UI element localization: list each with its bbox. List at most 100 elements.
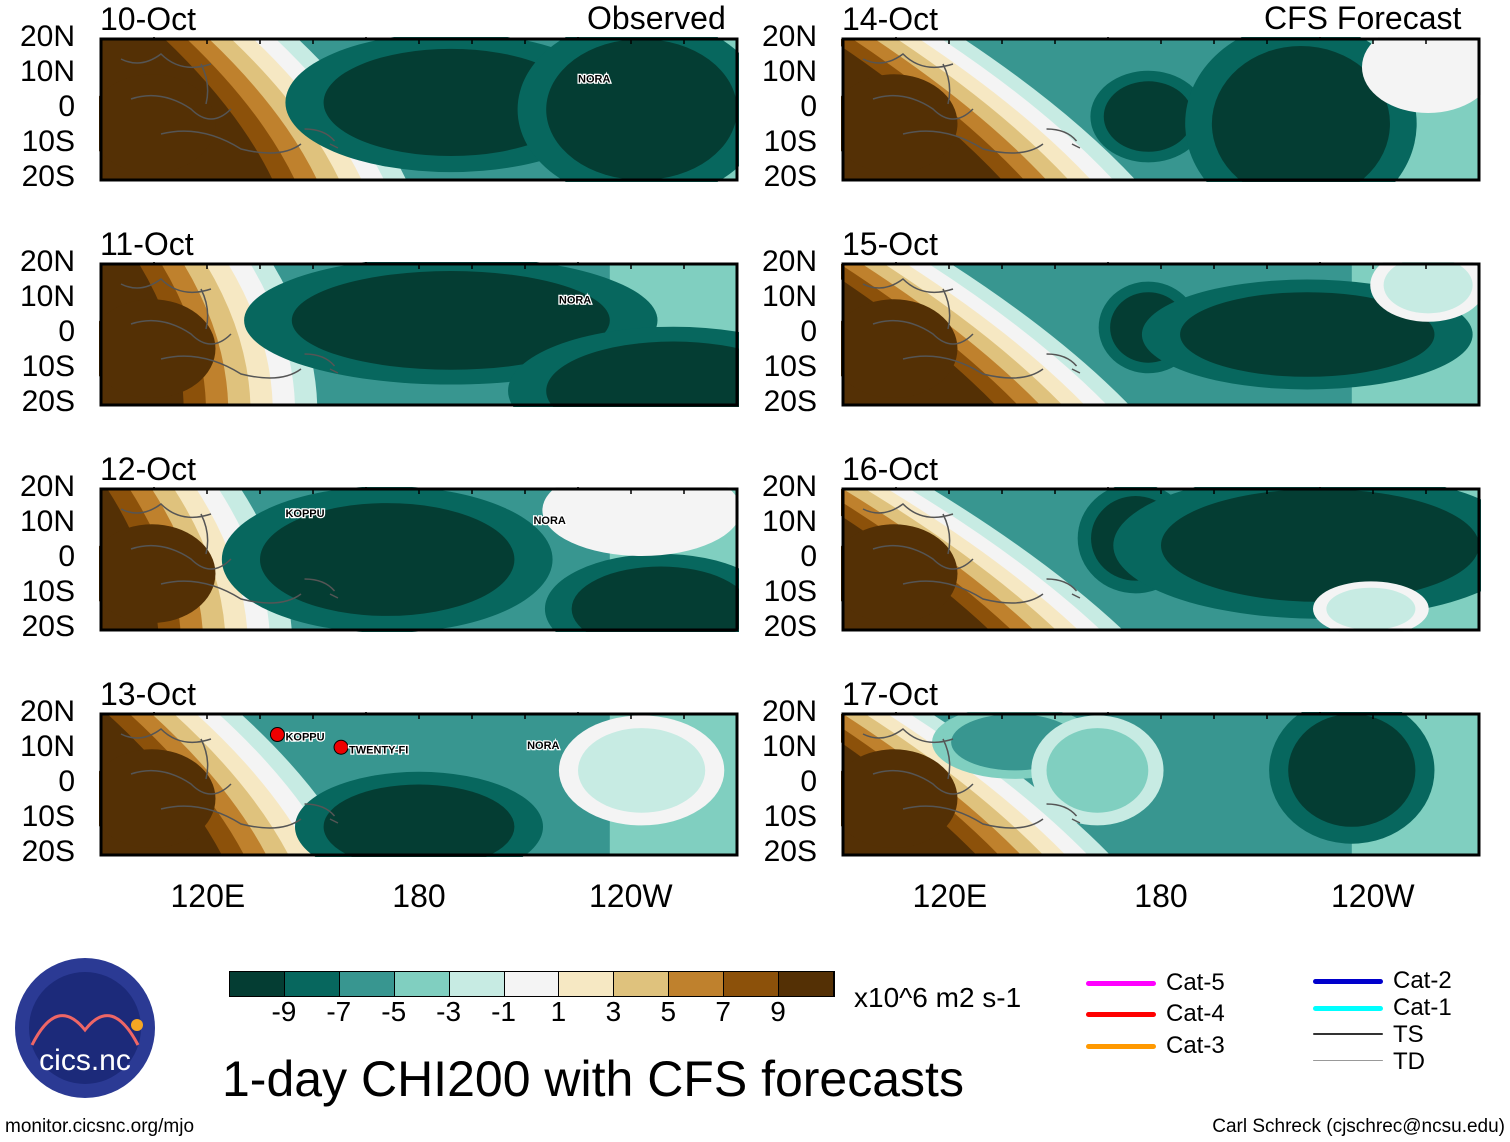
storm-legend-line <box>1086 981 1156 986</box>
colorbar-label: -9 <box>271 996 297 1027</box>
contour-blob <box>1288 714 1416 827</box>
colorbar-label: -1 <box>491 996 516 1027</box>
lat-label: 0 <box>800 315 817 348</box>
storm-legend-label: Cat-1 <box>1393 994 1452 1021</box>
lon-label: 180 <box>392 878 446 914</box>
storm-legend-line <box>1313 1033 1383 1035</box>
colorbar-label: 5 <box>660 996 677 1027</box>
lat-label: 20N <box>761 245 817 278</box>
contour-blob <box>571 566 739 632</box>
coastline <box>120 278 339 379</box>
storm-legend-label: Cat-4 <box>1166 1000 1225 1027</box>
lat-label: 20N <box>19 695 75 728</box>
panel-date: 17-Oct <box>842 676 939 712</box>
lat-label: 10N <box>761 280 817 313</box>
colorbar-label: -5 <box>381 996 407 1027</box>
contour-blob <box>1383 262 1473 314</box>
contour-blob <box>546 39 737 180</box>
colorbar-label: 9 <box>770 996 786 1027</box>
storm-label: KOPPU <box>285 508 324 520</box>
lat-label: 10S <box>21 800 75 833</box>
lon-label: 120W <box>1330 878 1415 914</box>
contour-blob <box>1377 37 1479 103</box>
contour-blob <box>1161 489 1479 602</box>
footer-credit: Carl Schreck (cjschrec@ncsu.edu) <box>1212 1116 1505 1137</box>
colorbar-swatch <box>669 972 725 996</box>
lat-label: 10N <box>19 280 75 313</box>
colorbar-label: -3 <box>436 996 462 1027</box>
storm-legend-line <box>1086 1012 1156 1017</box>
lat-label: 0 <box>58 315 75 348</box>
contour-blob <box>1211 46 1390 182</box>
contour-blob <box>546 341 739 407</box>
lat-label: 20S <box>21 385 75 418</box>
colorbar-swatch <box>449 972 505 996</box>
coastline <box>862 503 1081 604</box>
coastline <box>120 53 339 154</box>
storm-legend-label: TD <box>1393 1048 1425 1075</box>
panel-date: 11-Oct <box>100 226 194 262</box>
coastline <box>120 503 339 604</box>
lat-label: 20N <box>19 470 75 503</box>
lat-label: 10S <box>763 575 817 608</box>
lat-label: 20S <box>763 160 817 193</box>
storm-legend-label: Cat-2 <box>1393 967 1452 994</box>
colorbar-label: 7 <box>715 996 731 1027</box>
contour-band <box>841 524 958 623</box>
lat-label: 20S <box>763 610 817 643</box>
panel-date: 10-Oct <box>100 1 197 37</box>
contour-blob <box>323 48 578 157</box>
lat-label: 0 <box>58 540 75 573</box>
contour-band <box>841 74 958 173</box>
lat-label: 10S <box>763 350 817 383</box>
figure-title: 1-day CHI200 with CFS forecasts <box>222 1051 964 1107</box>
footer-url[interactable]: monitor.cicsnc.org/mjo <box>5 1116 195 1137</box>
colorbar-swatch <box>614 972 670 996</box>
lat-label: 10N <box>761 55 817 88</box>
contour-blob <box>260 503 515 616</box>
contour-blob <box>291 271 610 370</box>
contour-band <box>99 524 216 623</box>
colorbar-label: 3 <box>605 996 622 1027</box>
lat-label: 0 <box>58 765 75 798</box>
storm-label: NORA <box>559 294 591 306</box>
colorbar-swatch <box>339 972 395 996</box>
storm-legend-line <box>1313 979 1383 984</box>
map-panel-14-Oct <box>841 37 1481 182</box>
lat-label: 20S <box>21 835 75 868</box>
contour-band <box>99 74 216 173</box>
contour-blob <box>1046 728 1149 813</box>
lon-label: 120E <box>170 878 246 914</box>
storm-label: NORA <box>527 740 559 752</box>
logo-text: cics.nc <box>39 1044 131 1077</box>
coastline <box>862 53 1081 154</box>
lat-label: 20S <box>21 610 75 643</box>
lat-label: 20N <box>19 245 75 278</box>
lat-label: 10S <box>21 575 75 608</box>
colorbar-swatch <box>559 972 615 996</box>
cics-logo: cics.nc <box>12 955 158 1101</box>
panel-date: 15-Oct <box>842 226 939 262</box>
lat-label: 20N <box>761 695 817 728</box>
lat-label: 0 <box>800 540 817 573</box>
observed-header: Observed <box>587 0 726 36</box>
map-panel-15-Oct <box>841 262 1481 407</box>
map-panel-11-Oct: NORA <box>99 262 739 407</box>
lon-label: 120E <box>912 878 988 914</box>
map-panel-17-Oct <box>841 712 1481 857</box>
storm-label: TWENTY-FI <box>349 744 408 756</box>
panel-date: 13-Oct <box>100 676 197 712</box>
map-panel-10-Oct: NORA <box>99 37 739 182</box>
contour-band <box>841 749 958 848</box>
contour-band <box>99 749 216 848</box>
lat-label: 10S <box>21 350 75 383</box>
storm-legend-line <box>1313 1060 1383 1061</box>
lon-label: 180 <box>1134 878 1188 914</box>
contour-blob <box>1326 587 1416 630</box>
panel-date: 16-Oct <box>842 451 939 487</box>
lat-label: 0 <box>58 90 75 123</box>
forecast-header: CFS Forecast <box>1264 0 1462 36</box>
storm-label: NORA <box>578 73 610 85</box>
storm-legend-label: Cat-3 <box>1166 1032 1225 1059</box>
